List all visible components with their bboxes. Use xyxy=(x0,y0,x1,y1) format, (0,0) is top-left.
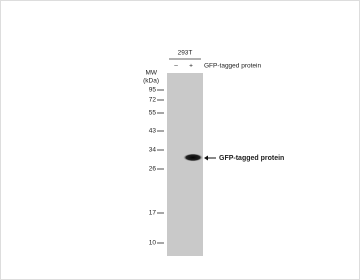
lane-row-label: GFP-tagged protein xyxy=(204,63,261,70)
marker-label: 26 xyxy=(149,166,157,173)
marker-label: 34 xyxy=(149,147,157,154)
mw-unit: (kDa) xyxy=(143,78,159,85)
band-label: GFP-tagged protein xyxy=(219,155,284,162)
mw-label: MW xyxy=(145,70,157,77)
band xyxy=(183,154,203,162)
sample-label: 293T xyxy=(178,50,193,57)
marker-label: 10 xyxy=(149,240,157,247)
blot xyxy=(167,73,203,256)
marker-label: 43 xyxy=(149,128,157,135)
lane-label: – xyxy=(174,63,178,70)
marker-label: 17 xyxy=(149,210,157,217)
marker-label: 72 xyxy=(149,97,157,104)
marker-label: 55 xyxy=(149,110,157,117)
marker-label: 95 xyxy=(149,87,157,94)
lane-label: + xyxy=(189,63,193,70)
figure: 293T – + GFP-tagged protein MW (kDa) 95 7… xyxy=(0,0,360,280)
